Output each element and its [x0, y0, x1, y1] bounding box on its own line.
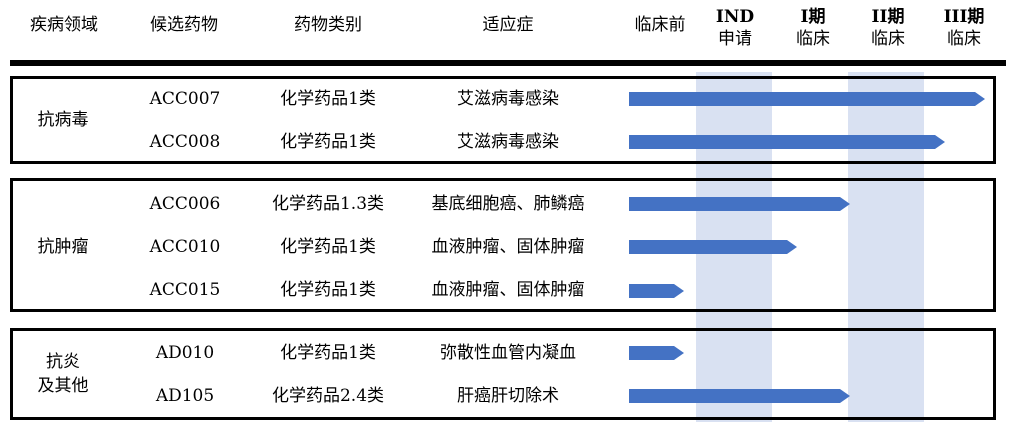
area-anti-inflammatory-line2: 及其他 [37, 376, 89, 396]
header-phase3-line2: 临床 [947, 29, 981, 49]
category-acc007: 化学药品1类 [280, 89, 376, 109]
header-phase1-line1: I期 [800, 7, 826, 27]
header-indication: 适应症 [482, 15, 534, 35]
area-antitumor: 抗肿瘤 [37, 237, 89, 257]
indication-ad105: 肝癌肝切除术 [457, 386, 559, 406]
category-acc008: 化学药品1类 [280, 132, 376, 152]
candidate-acc015: ACC015 [149, 280, 221, 300]
candidate-acc008: ACC008 [149, 132, 221, 152]
progress-arrow-acc015 [629, 284, 684, 298]
progress-arrow-ad010 [629, 346, 684, 360]
indication-acc007: 艾滋病毒感染 [457, 89, 559, 109]
header-phase2-line2: 临床 [871, 29, 905, 49]
category-ad010: 化学药品1类 [280, 343, 376, 363]
category-acc015: 化学药品1类 [280, 280, 376, 300]
header-divider [10, 60, 1006, 66]
area-antiviral: 抗病毒 [37, 110, 89, 130]
indication-acc008: 艾滋病毒感染 [457, 132, 559, 152]
header-phase2-line1: II期 [871, 7, 905, 27]
progress-arrow-acc006 [629, 197, 850, 211]
progress-arrow-acc008 [629, 135, 945, 149]
header-disease-area: 疾病领域 [30, 15, 98, 35]
candidate-ad010: AD010 [155, 343, 215, 363]
header-ind-line2: 申请 [718, 29, 752, 49]
candidate-ad105: AD105 [155, 386, 215, 406]
area-anti-inflammatory-line1: 抗炎 [46, 352, 80, 372]
group-antitumor [10, 178, 996, 312]
header-phase3-line1: III期 [943, 7, 985, 27]
header-candidate: 候选药物 [150, 15, 218, 35]
category-acc006: 化学药品1.3类 [271, 194, 385, 214]
progress-arrow-acc010 [629, 240, 797, 254]
candidate-acc007: ACC007 [149, 89, 221, 109]
group-anti-inflammatory [10, 328, 996, 420]
header-drug-category: 药物类别 [294, 15, 362, 35]
progress-arrow-acc007 [629, 92, 985, 106]
category-ad105: 化学药品2.4类 [271, 386, 385, 406]
header-ind-line1: IND [715, 7, 755, 27]
indication-acc015: 血液肿瘤、固体肿瘤 [431, 280, 585, 300]
category-acc010: 化学药品1类 [280, 237, 376, 257]
indication-acc006: 基底细胞癌、肺鳞癌 [431, 194, 585, 214]
indication-ad010: 弥散性血管内凝血 [440, 343, 576, 363]
candidate-acc010: ACC010 [149, 237, 221, 257]
header-phase1-line2: 临床 [796, 29, 830, 49]
header-preclinical: 临床前 [634, 15, 686, 35]
candidate-acc006: ACC006 [149, 194, 221, 214]
progress-arrow-ad105 [629, 389, 850, 403]
band-phase2 [848, 72, 924, 422]
indication-acc010: 血液肿瘤、固体肿瘤 [431, 237, 585, 257]
group-antiviral [10, 76, 996, 164]
